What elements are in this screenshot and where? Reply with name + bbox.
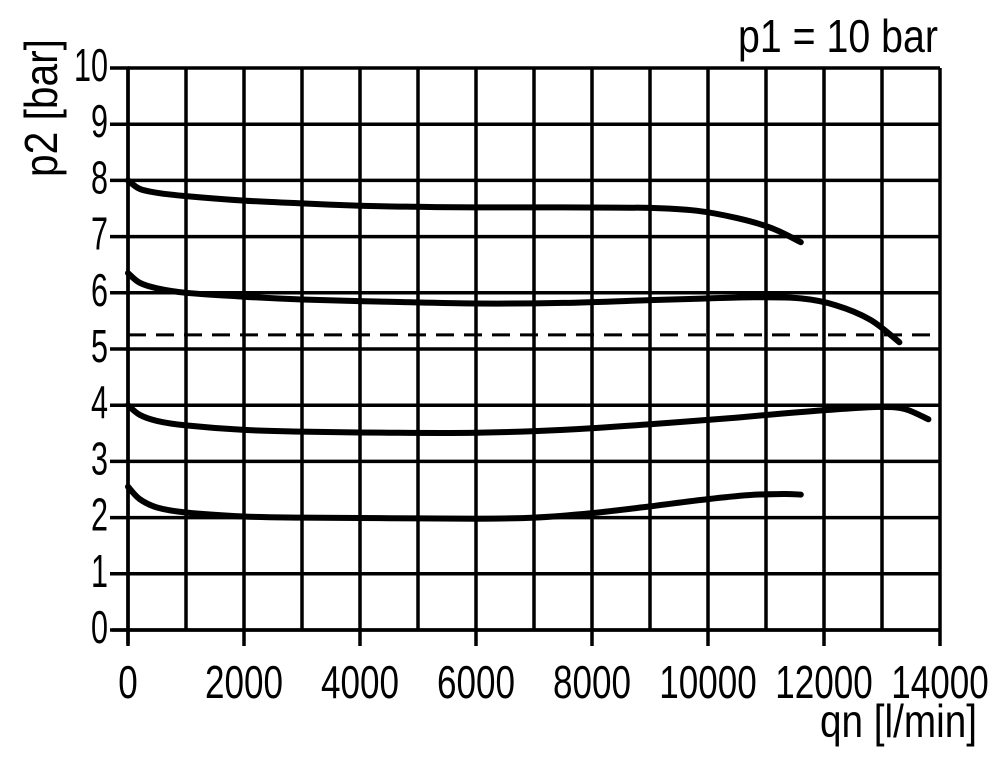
y-tick-label: 3 [91, 432, 108, 484]
tick-marks [110, 66, 942, 646]
y-tick-label: 0 [91, 601, 108, 653]
regulation-curve-setpoint-3.5-bar [125, 402, 932, 436]
y-tick-label: 7 [91, 208, 108, 260]
x-tick-label: 4000 [321, 656, 399, 708]
y-tick-label: 1 [91, 545, 108, 597]
pressure-curves [125, 177, 932, 522]
y-tick-label: 4 [91, 376, 108, 428]
x-tick-label: 8000 [553, 656, 631, 708]
regulation-curve-setpoint-2.0-bar [125, 483, 804, 522]
y-tick-label: 6 [91, 264, 108, 316]
x-tick-labels: 0 2000 4000 6000 8000 10000 12000 14000 [118, 656, 989, 708]
y-tick-label: 8 [91, 151, 108, 203]
x-tick-label: 6000 [437, 656, 515, 708]
regulation-curve-setpoint-5.8-bar [125, 270, 903, 346]
axes [112, 68, 940, 644]
x-tick-label: 12000 [775, 656, 873, 708]
y-axis-label: p2 [bar] [15, 39, 67, 177]
x-tick-label: 14000 [891, 656, 989, 708]
y-tick-label: 2 [91, 489, 108, 541]
regulation-curve-setpoint-7.5-bar [125, 177, 804, 246]
grid-lines [126, 66, 942, 632]
y-tick-label: 5 [91, 320, 108, 372]
chart-title: p1 = 10 bar [738, 10, 938, 62]
x-tick-label: 0 [118, 656, 138, 708]
x-tick-label: 2000 [205, 656, 283, 708]
y-tick-label: 9 [91, 95, 108, 147]
x-tick-label: 10000 [659, 656, 757, 708]
x-axis-label: qn [l/min] [820, 695, 977, 747]
y-tick-label: 10 [74, 39, 108, 91]
